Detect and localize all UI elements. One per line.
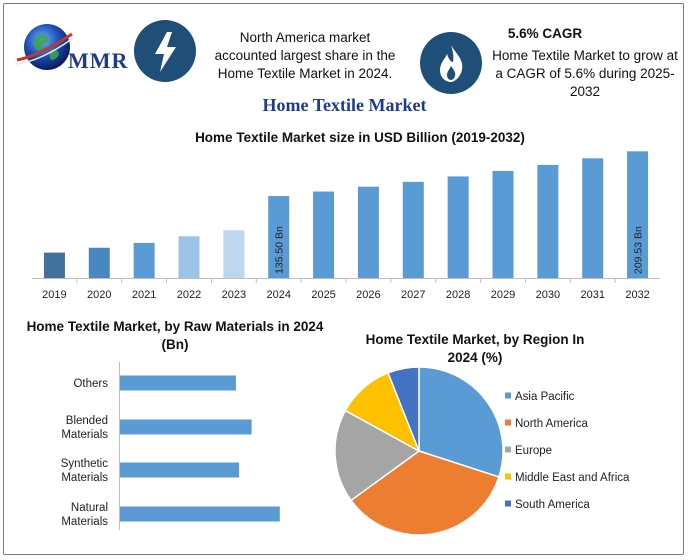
legend-label-north-america: North America xyxy=(515,418,588,430)
bar-2029 xyxy=(492,170,514,278)
region-pie-chart-title: Home Textile Market, by Region In 2024 (… xyxy=(365,332,585,365)
bar-2024 xyxy=(268,196,290,278)
cagr-title: 5.6% CAGR xyxy=(507,26,583,41)
x-tick-label-2026: 2026 xyxy=(356,289,380,301)
hbar-natural-materials xyxy=(120,506,280,522)
hbar-others xyxy=(120,375,236,391)
bar-2027 xyxy=(402,181,424,278)
bar-2031 xyxy=(582,158,604,278)
bar-2028 xyxy=(447,176,469,278)
x-tick-label-2032: 2032 xyxy=(625,289,649,301)
hbar-blended-materials xyxy=(120,419,252,435)
x-tick-label-2028: 2028 xyxy=(446,289,470,301)
bar-2019 xyxy=(43,252,65,278)
data-label-2032: 209.53 Bn xyxy=(633,226,645,274)
x-tick-label-2029: 2029 xyxy=(491,289,515,301)
bar-2021 xyxy=(133,242,155,278)
legend-label-south-america: South America xyxy=(515,499,590,511)
legend-label-asia-pacific: Asia Pacific xyxy=(515,391,575,403)
brand-logo-text: MMR xyxy=(68,48,129,73)
legend-swatch-europe xyxy=(505,446,511,453)
header-info-north-america: North America market accounted largest s… xyxy=(214,30,396,81)
x-tick-label-2024: 2024 xyxy=(266,289,290,301)
x-tick-label-2021: 2021 xyxy=(132,289,156,301)
x-tick-label-2027: 2027 xyxy=(401,289,425,301)
lightning-bolt-icon xyxy=(134,20,196,82)
bar-2023 xyxy=(223,230,245,278)
x-tick-label-2019: 2019 xyxy=(42,289,66,301)
pie-slice-europe xyxy=(334,409,421,502)
pie-slice-asia-pacific xyxy=(418,366,504,478)
x-tick-label-2022: 2022 xyxy=(177,289,201,301)
bar-2026 xyxy=(357,186,379,278)
x-tick-label-2031: 2031 xyxy=(580,289,604,301)
bar-2020 xyxy=(88,247,110,278)
bar-2025 xyxy=(313,191,335,278)
bar-2030 xyxy=(537,164,559,278)
data-label-2024: 135.50 Bn xyxy=(274,226,286,274)
hbar-synthetic-materials xyxy=(120,462,240,478)
hbar-label-natural-materials: Natural Materials xyxy=(61,502,108,528)
legend-label-europe: Europe xyxy=(515,445,552,457)
header-info-cagr: Home Textile Market to grow at a CAGR of… xyxy=(492,48,678,99)
pie-slice-south-america xyxy=(387,366,420,452)
hbar-label-synthetic-materials: Synthetic Materials xyxy=(61,458,109,484)
bar-chart-title: Home Textile Market size in USD Billion … xyxy=(195,130,525,145)
x-tick-label-2023: 2023 xyxy=(222,289,246,301)
page-title: Home Textile Market xyxy=(262,95,427,115)
x-tick-label-2030: 2030 xyxy=(536,289,560,301)
legend-swatch-north-america xyxy=(505,419,511,426)
legend-swatch-south-america xyxy=(505,500,511,507)
raw-materials-chart-title: Home Textile Market, by Raw Materials in… xyxy=(26,319,324,352)
x-tick-label-2020: 2020 xyxy=(87,289,111,301)
legend-swatch-middle-east-and-africa xyxy=(505,473,511,480)
globe-logo-icon xyxy=(15,24,74,70)
hbar-label-others: Others xyxy=(73,378,108,390)
flame-icon xyxy=(420,32,482,94)
legend-swatch-asia-pacific xyxy=(505,392,511,399)
bar-2032 xyxy=(627,151,649,278)
pie-slice-north-america xyxy=(349,450,500,536)
hbar-label-blended-materials: Blended Materials xyxy=(61,415,108,441)
legend-label-middle-east-and-africa: Middle East and Africa xyxy=(515,472,630,484)
bar-2022 xyxy=(178,236,200,278)
x-tick-label-2025: 2025 xyxy=(311,289,335,301)
